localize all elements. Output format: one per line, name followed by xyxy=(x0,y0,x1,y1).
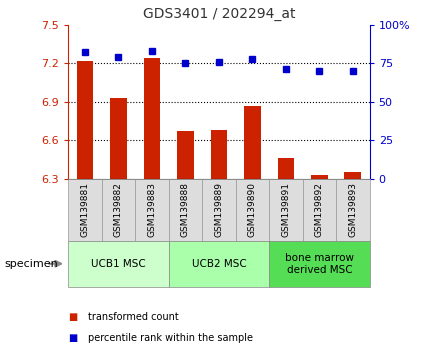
Bar xyxy=(110,98,127,179)
Text: GSM139892: GSM139892 xyxy=(315,182,324,237)
Text: GSM139891: GSM139891 xyxy=(281,182,290,237)
Title: GDS3401 / 202294_at: GDS3401 / 202294_at xyxy=(143,7,295,21)
Bar xyxy=(77,61,93,179)
Bar xyxy=(336,179,370,241)
Bar xyxy=(269,241,370,287)
Text: percentile rank within the sample: percentile rank within the sample xyxy=(88,333,253,343)
Text: bone marrow
derived MSC: bone marrow derived MSC xyxy=(285,253,354,275)
Bar xyxy=(244,105,261,179)
Text: GSM139889: GSM139889 xyxy=(214,182,224,237)
Text: GSM139890: GSM139890 xyxy=(248,182,257,237)
Bar xyxy=(345,172,361,179)
Bar xyxy=(68,241,169,287)
Bar xyxy=(143,58,160,179)
Bar xyxy=(169,179,202,241)
Text: UCB1 MSC: UCB1 MSC xyxy=(91,259,146,269)
Text: transformed count: transformed count xyxy=(88,312,179,322)
Bar xyxy=(269,179,303,241)
Bar xyxy=(236,179,269,241)
Bar xyxy=(210,130,227,179)
Text: UCB2 MSC: UCB2 MSC xyxy=(191,259,246,269)
Text: GSM139888: GSM139888 xyxy=(181,182,190,237)
Text: ■: ■ xyxy=(68,333,77,343)
Bar xyxy=(169,241,269,287)
Bar xyxy=(102,179,135,241)
Text: GSM139881: GSM139881 xyxy=(81,182,89,237)
Bar xyxy=(68,179,102,241)
Text: GSM139882: GSM139882 xyxy=(114,182,123,237)
Text: specimen: specimen xyxy=(4,259,58,269)
Bar xyxy=(311,175,328,179)
Bar xyxy=(303,179,336,241)
Text: GSM139893: GSM139893 xyxy=(348,182,357,237)
Bar xyxy=(278,158,294,179)
Bar xyxy=(177,131,194,179)
Text: ■: ■ xyxy=(68,312,77,322)
Bar xyxy=(202,179,236,241)
Text: GSM139883: GSM139883 xyxy=(147,182,157,237)
Bar xyxy=(135,179,169,241)
